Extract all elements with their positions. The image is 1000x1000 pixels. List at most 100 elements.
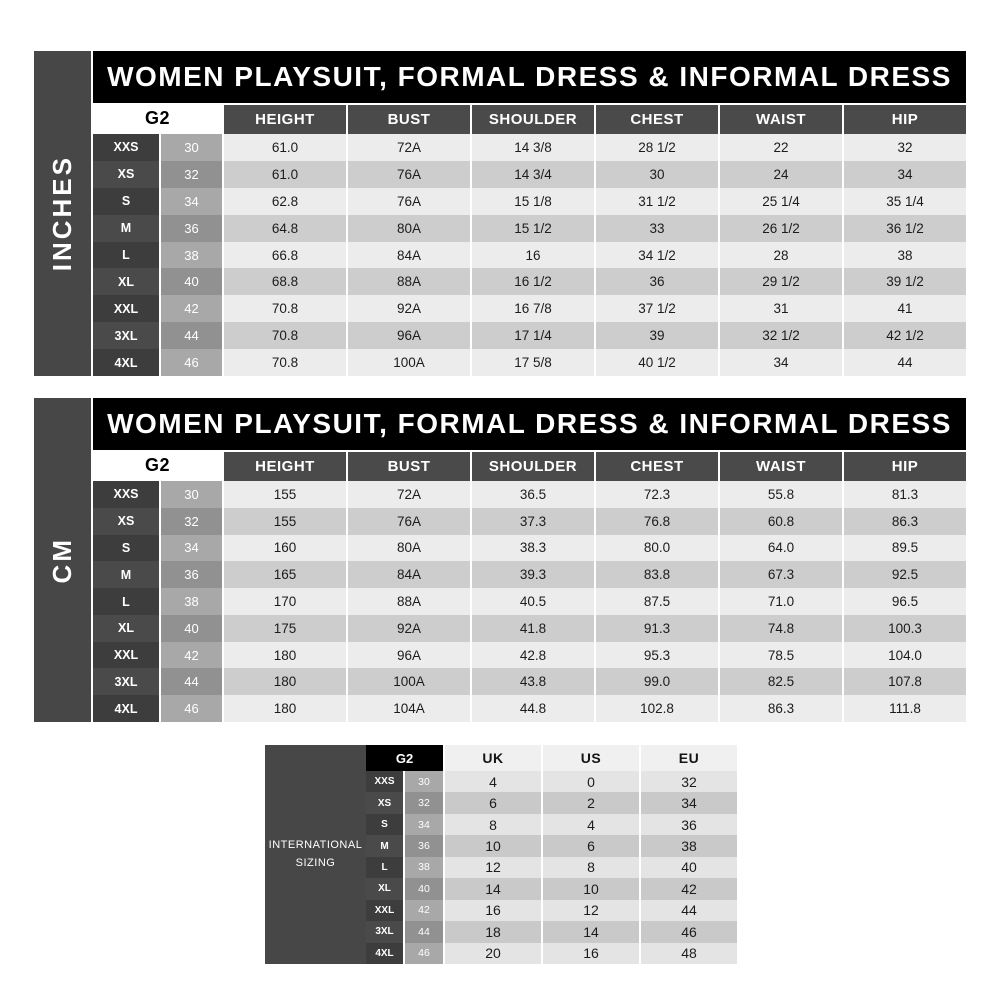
g2-number-cell: 32 [159, 160, 222, 188]
value-cell-uk: 6 [443, 792, 541, 814]
size-label-cell: 4XL [93, 349, 159, 377]
size-label-cell: 3XL [93, 322, 159, 350]
g2-number-cell: 32 [403, 792, 443, 814]
value-cell-height: 70.8 [222, 349, 346, 377]
g2-number-cell: 34 [159, 187, 222, 215]
value-cell-hip: 39 1/2 [842, 268, 966, 296]
column-header-height: HEIGHT [222, 450, 346, 481]
table-row-xs: XS 32 61.0 76A 14 3/4 30 24 34 [93, 160, 966, 188]
value-cell-uk: 18 [443, 921, 541, 943]
value-cell-eu: 48 [639, 942, 737, 964]
g2-number-cell: 46 [403, 942, 443, 964]
value-cell-waist: 78.5 [718, 641, 842, 669]
table-row-xl: XL 40 68.8 88A 16 1/2 36 29 1/2 39 1/2 [93, 268, 966, 296]
value-cell-chest: 37 1/2 [594, 295, 718, 323]
table-row-xxs: XXS 30 61.0 72A 14 3/8 28 1/2 22 32 [93, 134, 966, 161]
table-row-xl: XL 40 175 92A 41.8 91.3 74.8 100.3 [93, 614, 966, 642]
value-cell-waist: 86.3 [718, 695, 842, 723]
value-cell-uk: 16 [443, 899, 541, 922]
value-cell-eu: 46 [639, 921, 737, 943]
value-cell-hip: 92.5 [842, 561, 966, 589]
value-cell-height: 61.0 [222, 160, 346, 188]
size-label-cell: M [366, 835, 403, 857]
size-label-cell: XL [366, 878, 403, 900]
value-cell-uk: 20 [443, 942, 541, 964]
value-cell-height: 62.8 [222, 187, 346, 215]
size-label-cell: XS [93, 160, 159, 188]
value-cell-shoulder: 44.8 [470, 695, 594, 723]
value-cell-height: 61.0 [222, 134, 346, 161]
g2-number-cell: 44 [159, 668, 222, 696]
value-cell-shoulder: 40.5 [470, 588, 594, 615]
g2-number-cell: 40 [159, 614, 222, 642]
g2-number-cell: 42 [159, 641, 222, 669]
value-cell-waist: 24 [718, 160, 842, 188]
table-row-3xl: 3XL 44 180 100A 43.8 99.0 82.5 107.8 [93, 668, 966, 696]
column-header-height: HEIGHT [222, 103, 346, 134]
g2-number-cell: 40 [403, 878, 443, 900]
international-sizing-table: INTERNATIONAL SIZING G2 UK US EU XXS 30 4 0 32… [265, 745, 737, 964]
g2-number-cell: 38 [403, 856, 443, 879]
table-row-xxs: XXS 30 4 0 32 [366, 771, 737, 793]
inches-table-body: XXS 30 61.0 72A 14 3/8 28 1/2 22 32 XS 32 61.0 76A 1… [93, 134, 966, 377]
column-header-shoulder: SHOULDER [470, 103, 594, 134]
value-cell-chest: 83.8 [594, 561, 718, 589]
value-cell-bust: 76A [346, 187, 470, 215]
table-row-xxl: XXL 42 180 96A 42.8 95.3 78.5 104.0 [93, 641, 966, 669]
table-row-3xl: 3XL 44 70.8 96A 17 1/4 39 32 1/2 42 1/2 [93, 322, 966, 350]
cm-header-row: G2 HEIGHT BUST SHOULDER CHEST WAIST HIP [93, 450, 966, 481]
cm-table-title: WOMEN PLAYSUIT, FORMAL DRESS & INFORMAL … [93, 398, 966, 450]
value-cell-bust: 80A [346, 214, 470, 242]
value-cell-uk: 4 [443, 771, 541, 793]
value-cell-height: 68.8 [222, 268, 346, 296]
column-header-eu: EU [639, 745, 737, 771]
value-cell-shoulder: 36.5 [470, 481, 594, 508]
international-sizing-label-line1: INTERNATIONAL [268, 839, 363, 852]
inches-header-row: G2 HEIGHT BUST SHOULDER CHEST WAIST HIP [93, 103, 966, 134]
size-label-cell: 3XL [93, 668, 159, 696]
table-row-3xl: 3XL 44 18 14 46 [366, 921, 737, 943]
value-cell-waist: 32 1/2 [718, 322, 842, 350]
international-sizing-label-line2: SIZING [295, 856, 336, 869]
column-header-bust: BUST [346, 103, 470, 134]
g2-number-cell: 36 [403, 835, 443, 857]
g2-number-cell: 34 [403, 813, 443, 836]
g2-number-cell: 42 [159, 295, 222, 323]
table-row-xxs: XXS 30 155 72A 36.5 72.3 55.8 81.3 [93, 481, 966, 508]
value-cell-shoulder: 41.8 [470, 614, 594, 642]
value-cell-chest: 34 1/2 [594, 241, 718, 269]
value-cell-hip: 44 [842, 349, 966, 377]
value-cell-hip: 35 1/4 [842, 187, 966, 215]
value-cell-bust: 76A [346, 160, 470, 188]
g2-number-cell: 44 [403, 921, 443, 943]
size-label-cell: XXL [93, 641, 159, 669]
value-cell-waist: 71.0 [718, 588, 842, 615]
table-row-4xl: 4XL 46 70.8 100A 17 5/8 40 1/2 34 44 [93, 349, 966, 377]
value-cell-waist: 31 [718, 295, 842, 323]
table-row-s: S 34 62.8 76A 15 1/8 31 1/2 25 1/4 35 1/4 [93, 187, 966, 215]
value-cell-eu: 34 [639, 792, 737, 814]
size-label-cell: XXS [366, 771, 403, 793]
value-cell-bust: 92A [346, 614, 470, 642]
value-cell-height: 180 [222, 668, 346, 696]
column-header-shoulder: SHOULDER [470, 450, 594, 481]
value-cell-us: 2 [541, 792, 639, 814]
value-cell-bust: 96A [346, 641, 470, 669]
value-cell-height: 160 [222, 534, 346, 562]
column-header-hip: HIP [842, 450, 966, 481]
column-header-chest: CHEST [594, 103, 718, 134]
value-cell-waist: 22 [718, 134, 842, 161]
value-cell-height: 180 [222, 641, 346, 669]
value-cell-height: 165 [222, 561, 346, 589]
value-cell-hip: 107.8 [842, 668, 966, 696]
column-header-us: US [541, 745, 639, 771]
g2-number-cell: 38 [159, 588, 222, 615]
value-cell-uk: 8 [443, 813, 541, 836]
inches-side-rail: INCHES [34, 51, 91, 376]
value-cell-hip: 38 [842, 241, 966, 269]
value-cell-chest: 91.3 [594, 614, 718, 642]
value-cell-height: 70.8 [222, 322, 346, 350]
g2-number-cell: 44 [159, 322, 222, 350]
value-cell-chest: 99.0 [594, 668, 718, 696]
value-cell-bust: 80A [346, 534, 470, 562]
